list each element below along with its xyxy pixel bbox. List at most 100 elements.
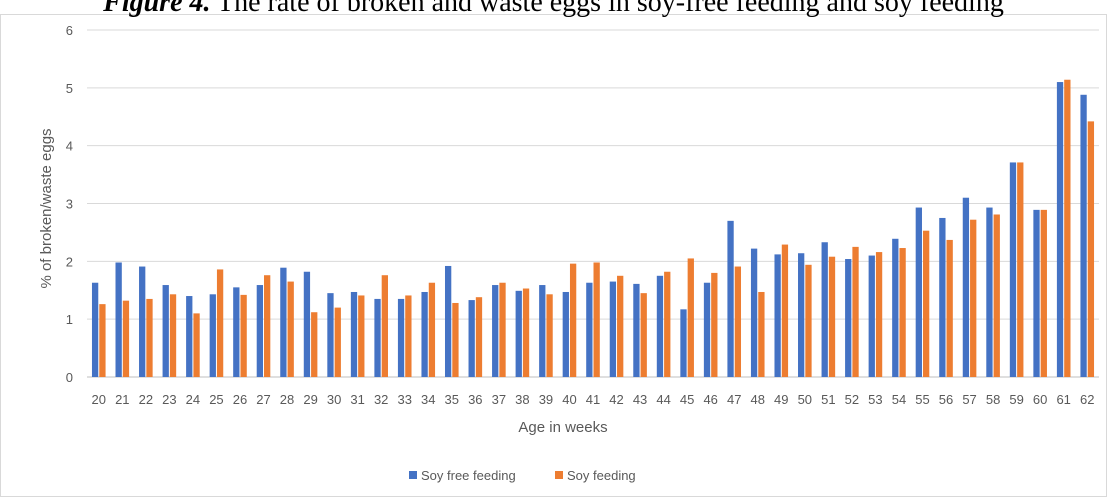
bar-soy-43	[640, 293, 647, 377]
x-tick-label: 37	[492, 392, 506, 407]
x-tick-label: 26	[233, 392, 247, 407]
legend-swatch-soy-free	[409, 471, 417, 479]
legend-swatch-soy	[555, 471, 563, 479]
bar-soy-21	[122, 300, 130, 377]
bar-soy-35	[452, 302, 459, 377]
x-tick-label: 41	[586, 392, 600, 407]
bar-soy-free-40	[562, 291, 569, 377]
y-tick-label: 4	[66, 139, 73, 154]
bar-soy-free-61	[1056, 82, 1064, 378]
bar-soy-free-38	[515, 290, 522, 377]
bar-soy-39	[546, 294, 553, 377]
x-tick-label: 43	[633, 392, 647, 407]
bar-soy-23	[169, 294, 177, 377]
bar-soy-55	[922, 230, 930, 377]
x-tick-labels: 20 21 22 23 24 25 26 27 28 29 30 31 32 33 34 35 36 37 38 39…	[92, 392, 1095, 407]
x-tick-label: 53	[868, 392, 882, 407]
x-tick-label: 20	[92, 392, 106, 407]
x-tick-label: 40	[562, 392, 576, 407]
y-tick-labels: 0 1 2 3 4 5 6	[66, 23, 73, 385]
bar-soy-40	[569, 263, 577, 377]
bar-soy-free-58	[986, 207, 993, 377]
x-tick-label: 61	[1056, 392, 1070, 407]
bar-soy-41	[593, 262, 600, 377]
y-tick-label: 1	[66, 312, 73, 327]
bar-soy-free-26	[233, 287, 240, 377]
bar-soy-free-24	[186, 296, 193, 377]
x-tick-label: 59	[1009, 392, 1023, 407]
bar-soy-free-39	[539, 285, 546, 377]
bar-soy-37	[499, 282, 506, 377]
x-tick-label: 57	[962, 392, 976, 407]
x-tick-label: 30	[327, 392, 341, 407]
bar-soy-31	[358, 295, 365, 377]
x-tick-label: 23	[162, 392, 176, 407]
bar-soy-52	[852, 246, 859, 377]
bar-soy-28	[287, 281, 294, 377]
bar-soy-44	[664, 271, 671, 377]
bar-soy-free-27	[256, 285, 264, 377]
x-tick-label: 38	[515, 392, 529, 407]
bar-soy-free-47	[727, 220, 734, 377]
bar-soy-61	[1064, 79, 1071, 377]
bar-soy-36	[475, 297, 483, 377]
legend: Soy free feeding Soy feeding	[409, 468, 636, 483]
x-tick-label: 47	[727, 392, 741, 407]
bar-soy-47	[734, 266, 742, 377]
bar-soy-42	[617, 275, 624, 377]
x-tick-label: 44	[656, 392, 670, 407]
bar-soy-free-52	[845, 259, 852, 377]
x-tick-label: 45	[680, 392, 694, 407]
bar-soy-free-20	[91, 282, 99, 377]
bar-soy-60	[1040, 209, 1047, 377]
figure-caption: Figure 4. The rate of broken and waste e…	[0, 0, 1107, 19]
bar-soy-27	[264, 275, 271, 377]
bar-soy-free-35	[444, 265, 452, 377]
x-axis-title: Age in weeks	[518, 419, 607, 436]
bar-soy-free-51	[821, 242, 828, 377]
x-tick-label: 62	[1080, 392, 1094, 407]
bar-soy-free-59	[1009, 162, 1017, 377]
bar-soy-free-23	[162, 285, 169, 377]
bar-soy-free-57	[962, 197, 970, 377]
bar-soy-free-43	[633, 283, 640, 377]
x-tick-label: 33	[397, 392, 411, 407]
x-tick-label: 49	[774, 392, 788, 407]
bar-soy-free-25	[209, 294, 216, 377]
bar-soy-33	[405, 295, 412, 377]
legend-label-soy: Soy feeding	[567, 468, 636, 483]
bar-soy-25	[216, 269, 224, 377]
x-tick-label: 39	[539, 392, 553, 407]
bar-soy-56	[946, 239, 953, 377]
bar-soy-59	[1017, 162, 1024, 377]
y-tick-label: 2	[66, 254, 73, 269]
y-tick-label: 5	[66, 81, 73, 96]
bar-soy-free-56	[939, 217, 946, 377]
bar-soy-free-54	[892, 238, 899, 377]
bar-soy-29	[311, 312, 318, 377]
bar-soy-free-28	[280, 267, 287, 377]
bar-soy-48	[758, 291, 765, 377]
x-tick-label: 46	[703, 392, 717, 407]
x-tick-label: 51	[821, 392, 835, 407]
bar-soy-45	[687, 258, 694, 377]
bar-soy-free-41	[586, 282, 593, 377]
bar-soy-54	[899, 248, 906, 377]
bar-soy-62	[1087, 121, 1095, 377]
x-tick-label: 31	[350, 392, 364, 407]
x-tick-label: 35	[445, 392, 459, 407]
bar-soy-20	[99, 304, 106, 377]
x-tick-label: 27	[256, 392, 270, 407]
bar-soy-free-29	[303, 271, 311, 377]
x-tick-label: 54	[892, 392, 906, 407]
x-tick-label: 55	[915, 392, 929, 407]
x-tick-label: 42	[609, 392, 623, 407]
x-tick-label: 48	[751, 392, 765, 407]
y-tick-label: 6	[66, 23, 73, 38]
bar-soy-free-36	[468, 300, 475, 377]
bar-soy-49	[781, 244, 789, 377]
bar-soy-free-50	[798, 253, 805, 377]
bars	[91, 79, 1095, 378]
bar-soy-51	[828, 256, 836, 377]
